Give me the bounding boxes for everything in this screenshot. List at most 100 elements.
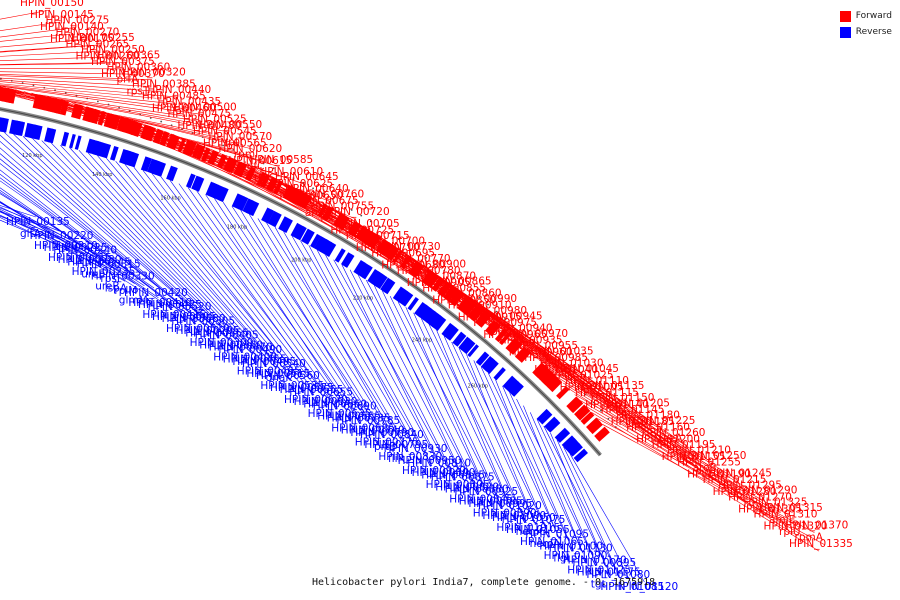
reverse-feature-arrow xyxy=(557,430,570,443)
reverse-feature-arrow xyxy=(427,312,443,328)
legend-item-forward: Forward xyxy=(839,8,892,24)
reverse-leader-line xyxy=(0,163,178,303)
outer-dot xyxy=(341,203,344,206)
reverse-leader-line xyxy=(373,285,462,473)
forward-gene-label: HPIN_00705 xyxy=(336,218,400,230)
reverse-feature-arrow xyxy=(31,124,43,140)
reverse-feature-arrow xyxy=(151,160,160,175)
forward-leader-line xyxy=(568,388,794,534)
outer-dot xyxy=(425,256,428,259)
reverse-feature-arrow xyxy=(267,210,282,228)
reverse-feature-arrow xyxy=(17,121,26,137)
reverse-feature-arrow xyxy=(169,166,178,182)
forward-leader-line xyxy=(0,81,178,98)
forward-gene-label: HPIN_01370 xyxy=(785,520,849,532)
reverse-feature-arrow xyxy=(85,138,95,154)
outer-dot xyxy=(350,209,353,211)
reverse-feature-arrow xyxy=(568,443,583,457)
forward-feature-arrow xyxy=(458,298,475,315)
outer-dot xyxy=(212,140,214,143)
reverse-gene-label: HPIN_00925 xyxy=(454,486,518,498)
forward-gene-label: HPIN_00500 xyxy=(173,102,237,114)
reverse-feature-arrow xyxy=(475,351,490,366)
forward-leader-line xyxy=(580,400,800,528)
forward-gene-label: HPIN_01185 xyxy=(611,416,675,428)
forward-gene-label: prfA xyxy=(116,73,139,85)
reverse-feature-arrow xyxy=(238,196,249,211)
reverse-leader-line xyxy=(187,186,348,412)
reverse-feature-arrow xyxy=(61,131,70,147)
kbp-tick-label: 180 kbp xyxy=(227,224,247,230)
reverse-feature-arrow xyxy=(0,117,9,133)
reverse-feature-arrow xyxy=(561,435,577,451)
reverse-feature-arrow xyxy=(443,324,459,341)
legend-label-forward: Forward xyxy=(855,11,892,21)
forward-leader-line xyxy=(0,68,121,70)
reverse-gene-label: HPIN_00670 xyxy=(284,394,348,406)
forward-feature-arrow xyxy=(596,428,610,442)
forward-leader-line xyxy=(157,128,412,273)
outer-dot xyxy=(478,296,481,299)
reverse-leader-line xyxy=(0,207,60,232)
reverse-leader-line xyxy=(365,279,480,495)
forward-gene-label: HPIN_00525 xyxy=(183,114,247,126)
reverse-gene-label: HPIN_00555 xyxy=(280,384,344,396)
forward-leader-line xyxy=(602,424,825,545)
reverse-feature-arrow xyxy=(536,408,550,422)
reverse-leader-line xyxy=(428,324,527,523)
reverse-leader-line xyxy=(0,134,216,329)
reverse-leader-line xyxy=(516,398,598,566)
reverse-leader-line xyxy=(41,140,254,355)
reverse-leader-line xyxy=(0,202,135,284)
reverse-gene-label: HPIN_00420 xyxy=(124,287,188,299)
reverse-gene-label: lspA xyxy=(105,283,128,295)
reverse-leader-line xyxy=(0,191,145,287)
forward-leader-line xyxy=(0,75,131,82)
forward-feature-arrow xyxy=(568,398,584,414)
reverse-gene-label: HPIN_00660 xyxy=(303,398,367,410)
legend-swatch-reverse xyxy=(839,26,851,38)
forward-leader-line xyxy=(458,291,672,441)
reverse-feature-arrow xyxy=(140,156,152,172)
forward-leader-line xyxy=(597,418,815,533)
outer-dot xyxy=(388,232,391,235)
reverse-leader-line xyxy=(214,198,358,414)
reverse-leader-line xyxy=(142,170,310,386)
forward-leader-line xyxy=(0,77,147,87)
reverse-leader-line xyxy=(0,208,98,258)
forward-feature-arrow xyxy=(594,426,608,440)
reverse-feature-arrow xyxy=(323,241,337,257)
reverse-leader-line xyxy=(480,366,560,540)
forward-leader-line xyxy=(551,371,764,498)
reverse-leader-line xyxy=(536,418,608,568)
reverse-leader-line xyxy=(0,215,65,242)
reverse-leader-line xyxy=(115,160,301,384)
reverse-feature-arrow xyxy=(382,279,396,295)
forward-leader-line xyxy=(0,85,188,110)
forward-gene-label: amiE xyxy=(769,514,795,526)
reverse-feature-arrow xyxy=(362,265,373,280)
forward-gene-label: HPIN_01290 xyxy=(734,485,798,497)
reverse-gene-label: HPIN_00495 xyxy=(232,356,296,368)
reverse-leader-line xyxy=(341,264,438,459)
forward-gene-label: HPIN_01205 xyxy=(606,398,670,410)
forward-leader-line xyxy=(477,306,688,446)
forward-gene-label: HPIN_00250 xyxy=(81,44,145,56)
forward-gene-label: HPIN_00435 xyxy=(157,96,221,108)
forward-gene-label: HPIN_00565 xyxy=(203,138,267,150)
reverse-feature-arrow xyxy=(154,161,166,177)
forward-leader-line xyxy=(240,161,478,313)
outer-dot xyxy=(397,238,400,241)
reverse-gene-label: glmM xyxy=(119,295,148,307)
legend-label-reverse: Reverse xyxy=(855,27,892,37)
reverse-gene-label: tgt xyxy=(591,579,606,591)
forward-gene-label: rpmI xyxy=(234,148,258,160)
reverse-leader-line xyxy=(529,412,594,556)
forward-gene-label: HPIN_00265 xyxy=(65,38,129,50)
reverse-gene-label: HPIN_00520 xyxy=(148,301,212,313)
reverse-gene-label: HPIN_01095 xyxy=(525,528,589,540)
reverse-gene-label: HPIN_01100 xyxy=(539,540,603,552)
reverse-gene-label: HPIN_00875 xyxy=(431,472,495,484)
forward-feature-arrow xyxy=(556,385,570,400)
